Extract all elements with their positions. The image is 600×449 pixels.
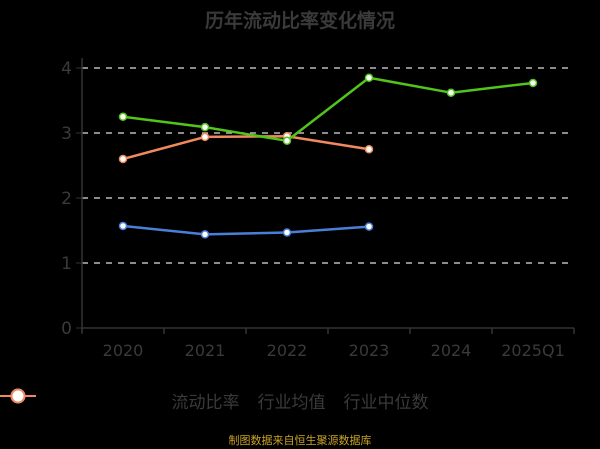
data-source-note: 制图数据来自恒生聚源数据库 (228, 434, 372, 447)
y-tick-label: 4 (61, 59, 72, 79)
data-point[interactable] (282, 228, 292, 237)
legend-item-industry-mean[interactable]: 行业均值 (0, 388, 326, 413)
data-point[interactable] (364, 73, 374, 82)
legend-label: 行业均值 (257, 393, 326, 413)
x-tick-label: 2023 (349, 341, 390, 360)
y-tick-label: 3 (61, 124, 72, 144)
legend-marker-icon (0, 388, 36, 404)
legend-item-industry-median[interactable]: 行业中位数 (0, 388, 429, 413)
x-tick-label: 2021 (185, 341, 226, 360)
legend-label: 行业中位数 (343, 393, 429, 413)
legend-item-current-ratio[interactable]: 流动比率 (0, 388, 240, 413)
data-point[interactable] (118, 154, 128, 164)
data-point[interactable] (364, 145, 374, 154)
y-tick-label: 0 (61, 319, 72, 339)
legend: 流动比率 行业均值 行业中位数 (0, 388, 600, 413)
x-tick-label: 2024 (431, 341, 472, 360)
y-tick-label: 1 (61, 254, 72, 274)
x-tick-label: 2025Q1 (501, 341, 565, 360)
x-tick-label: 2020 (103, 341, 144, 360)
data-point[interactable] (282, 136, 292, 146)
chart-title: 历年流动比率变化情况 (204, 10, 395, 32)
series-line-2 (118, 132, 374, 164)
line-chart: 0 1 2 3 4 2020 2021 2022 2023 2024 2025Q1 (61, 58, 575, 360)
data-point[interactable] (446, 88, 456, 97)
data-point[interactable] (200, 230, 210, 239)
x-tick-label: 2022 (267, 341, 308, 360)
data-point[interactable] (200, 122, 210, 132)
y-tick-label: 2 (61, 189, 72, 209)
series-line-0 (118, 73, 538, 146)
data-point[interactable] (118, 112, 128, 121)
data-point[interactable] (118, 221, 128, 231)
data-point[interactable] (528, 78, 538, 88)
data-point[interactable] (200, 132, 210, 142)
series-line-1 (118, 221, 374, 239)
data-point[interactable] (364, 222, 374, 231)
legend-label: 流动比率 (171, 393, 240, 413)
